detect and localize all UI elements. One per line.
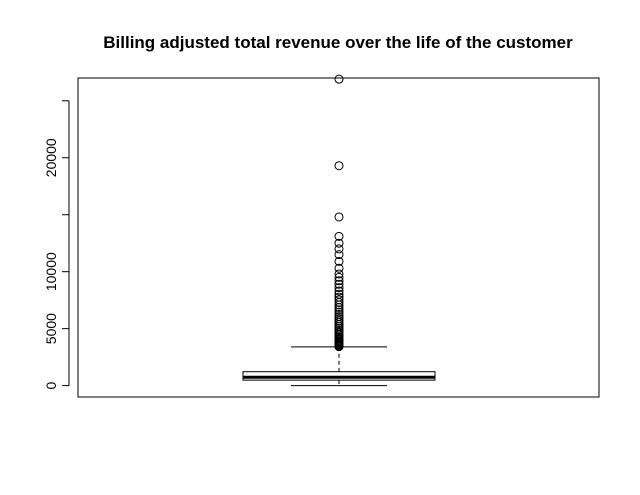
outlier-point [334, 74, 344, 84]
y-axis: 0 5000 10000 20000 [43, 100, 70, 390]
outlier-point [334, 312, 344, 322]
outlier-point [334, 307, 344, 317]
outlier-point [334, 238, 344, 248]
outlier-point [334, 305, 344, 315]
outlier-points [334, 74, 344, 352]
outlier-point [334, 212, 344, 222]
outlier-point [334, 309, 344, 319]
outlier-point [334, 244, 344, 254]
outlier-point [334, 269, 344, 279]
outlier-point [334, 295, 344, 305]
plot-frame [77, 77, 600, 398]
outlier-point [334, 231, 344, 241]
outlier-point [334, 256, 344, 266]
chart-title: Billing adjusted total revenue over the … [103, 33, 573, 52]
outlier-point [334, 289, 344, 299]
outlier-point [334, 250, 344, 260]
outlier-point [334, 263, 344, 273]
y-tick-label: 20000 [43, 138, 59, 177]
outlier-point [334, 286, 344, 296]
y-tick-label: 10000 [43, 252, 59, 291]
outlier-point [334, 279, 344, 289]
box-plot [242, 346, 436, 387]
y-tick-label: 0 [43, 382, 59, 390]
outlier-point [334, 283, 344, 293]
outlier-point [334, 292, 344, 302]
y-tick-label: 5000 [43, 313, 59, 344]
outlier-point [334, 272, 344, 282]
outlier-point [334, 276, 344, 286]
outlier-point [334, 161, 344, 171]
